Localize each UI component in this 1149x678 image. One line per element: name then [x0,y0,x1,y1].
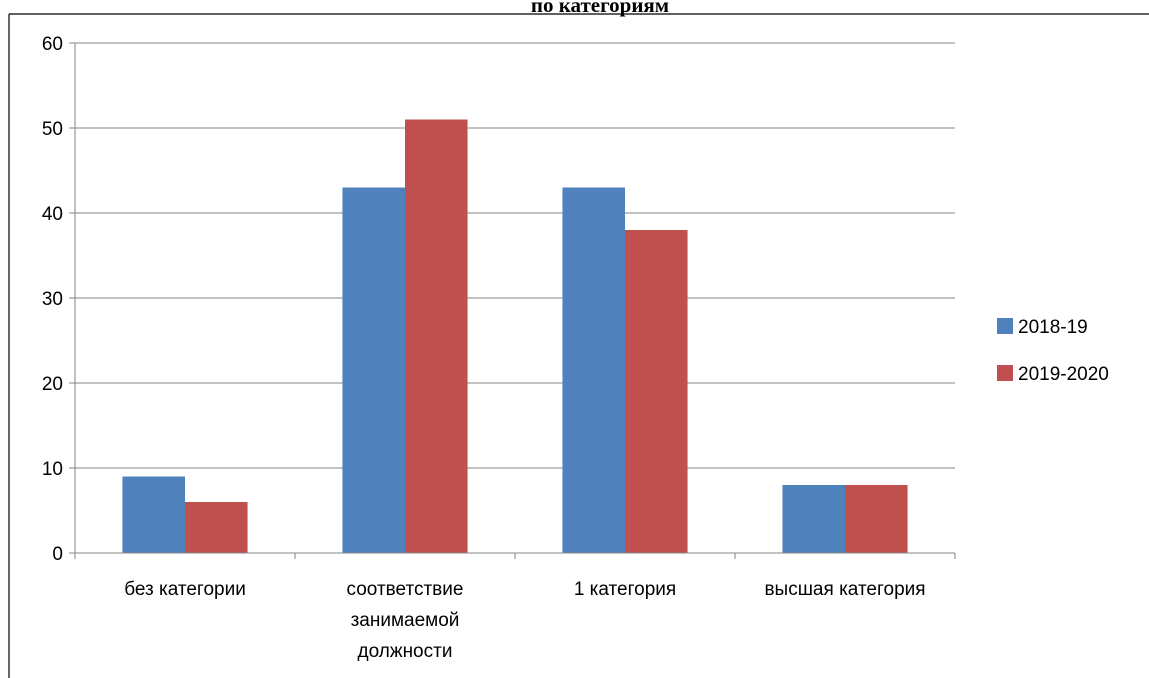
bar-2018-19 [342,187,405,553]
x-category-label: занимаемой [351,610,460,631]
bars [122,119,908,553]
axes: 0 10 20 30 40 50 60 без категории соответствие за… [42,34,956,662]
chart-title: по категориям [531,0,669,17]
x-category-label: 1 категория [574,579,676,600]
legend: 2018-19 2019-2020 [997,317,1109,385]
legend-label: 2019-2020 [1018,364,1109,385]
legend-label: 2018-19 [1018,317,1088,338]
legend-swatch-2018-19 [997,318,1013,334]
x-category-label: высшая категория [764,579,925,600]
bar-2018-19 [562,187,625,553]
y-tick-label: 20 [42,374,63,395]
y-tick-label: 0 [52,544,63,565]
bar-2019-2020 [625,230,688,553]
bar-2019-2020 [405,119,468,553]
legend-swatch-2019-2020 [997,365,1013,381]
y-tick-label: 60 [42,34,63,55]
y-tick-label: 10 [42,459,63,480]
bar-2018-19 [782,485,845,553]
bar-2018-19 [122,476,185,553]
x-category-label: без категории [124,579,246,600]
y-tick-label: 40 [42,204,63,225]
bar-2019-2020 [845,485,908,553]
y-tick-label: 30 [42,289,63,310]
gridlines [75,42,955,469]
y-tick-label: 50 [42,119,63,140]
x-category-label: соответствие [347,579,464,600]
bar-2019-2020 [185,502,248,553]
x-category-label: должности [358,641,453,662]
